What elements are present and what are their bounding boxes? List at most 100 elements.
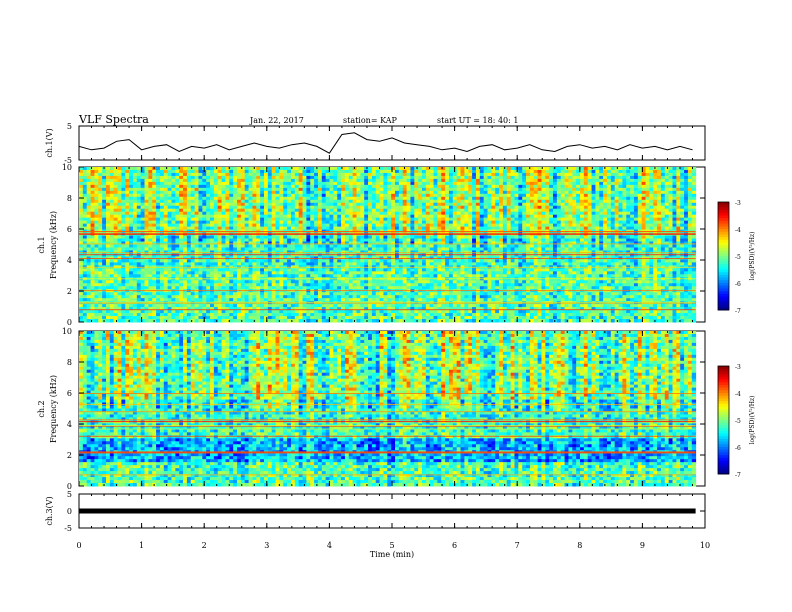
spectrogram-cell [110,185,114,188]
spectrogram-cell [306,194,310,197]
spectrogram-cell [229,179,233,182]
spectrogram-cell [572,176,576,179]
spectrogram-cell [530,242,534,245]
spectrogram-cell [83,245,87,248]
spectrogram-cell [476,206,480,209]
spectrogram-cell [499,200,503,203]
spectrogram-cell [372,179,376,182]
spectrogram-cell [349,194,353,197]
spectrogram-cell [198,224,202,227]
spectrogram-cell [349,197,353,200]
spectrogram-cell [252,182,256,185]
spectrogram-cell [175,221,179,224]
spectrogram-cell [241,245,245,248]
spectrogram-cell [222,236,226,239]
spectrogram-cell [83,247,87,250]
spectrogram-cell [495,242,499,245]
spectrogram-cell [468,173,472,176]
spectrogram-cell [225,239,229,242]
spectrogram-cell [195,227,199,230]
spectrogram-cell [183,194,187,197]
spectrogram-cell [503,236,507,239]
spectrogram-cell [287,242,291,245]
spectrogram-cell [549,221,553,224]
spectrogram-cell [615,182,619,185]
spectrogram-cell [183,239,187,242]
spectrogram-cell [268,209,272,212]
spectrogram-cell [410,170,414,173]
spectrogram-cell [434,188,438,191]
spectrogram-cell [630,182,634,185]
spectrogram-cell [145,224,149,227]
spectrogram-cell [464,176,468,179]
spectrogram-cell [295,206,299,209]
spectrogram-cell [476,185,480,188]
spectrogram-cell [356,206,360,209]
spectrogram-cell [118,188,122,191]
spectrogram-cell [565,224,569,227]
spectrogram-cell [441,239,445,242]
spectrogram-cell [160,206,164,209]
spectrogram-cell [164,209,168,212]
spectrogram-cell [688,221,692,224]
spectrogram-cell [441,176,445,179]
spectrogram-cell [183,170,187,173]
spectrogram-cell [118,191,122,194]
spectrogram-cell [264,185,268,188]
spectrogram-cell [680,221,684,224]
spectrogram-cell [422,212,426,215]
spectrogram-cell [580,239,584,242]
spectrogram-cell [310,203,314,206]
spectrogram-cell [214,200,218,203]
spectrogram-cell [507,179,511,182]
spectrogram-cell [457,212,461,215]
spectrogram-cell [557,215,561,218]
spectrogram-cell [561,167,565,170]
spectrogram-cell [514,194,518,197]
spectrogram-cell [171,215,175,218]
spectrogram-cell [102,206,106,209]
spectrogram-cell [418,176,422,179]
spectrogram-cell [422,236,426,239]
spectrogram-cell [422,167,426,170]
spectrogram-cell [526,188,530,191]
spectrogram-cell [98,206,102,209]
spectrogram-cell [603,221,607,224]
spectrogram-cell [283,227,287,230]
spectrogram-cell [622,194,626,197]
spectrogram-cell [356,224,360,227]
spectrogram-cell [206,236,210,239]
spectrogram-cell [414,218,418,221]
spectrogram-cell [252,221,256,224]
spectrogram-cell [364,197,368,200]
spectrogram-cell [310,218,314,221]
spectrogram-cell [318,236,322,239]
spectrogram-cell [599,227,603,230]
spectrogram-cell [118,200,122,203]
spectrogram-cell [676,179,680,182]
spectrogram-cell [91,209,95,212]
spectrogram-cell [372,239,376,242]
spectrogram-cell [630,173,634,176]
spectrogram-cell [129,194,133,197]
spectrogram-cell [584,206,588,209]
spectrogram-cell [148,239,152,242]
spectrogram-cell [445,245,449,248]
spectrogram-cell [407,242,411,245]
spectrogram-cell [522,185,526,188]
spectrogram-cell [491,227,495,230]
spectrogram-cell [588,236,592,239]
spectrogram-cell [121,227,125,230]
spectrogram-cell [287,170,291,173]
spectrogram-cell [168,188,172,191]
spectrogram-cell [349,215,353,218]
spectrogram-cell [202,173,206,176]
spectrogram-cell [179,206,183,209]
spectrogram-cell [137,185,141,188]
spectrogram-cell [137,242,141,245]
spectrogram-cell [588,200,592,203]
spectrogram-cell [279,247,283,250]
spectrogram-cell [195,197,199,200]
spectrogram-cell [160,218,164,221]
spectrogram-cell [565,194,569,197]
